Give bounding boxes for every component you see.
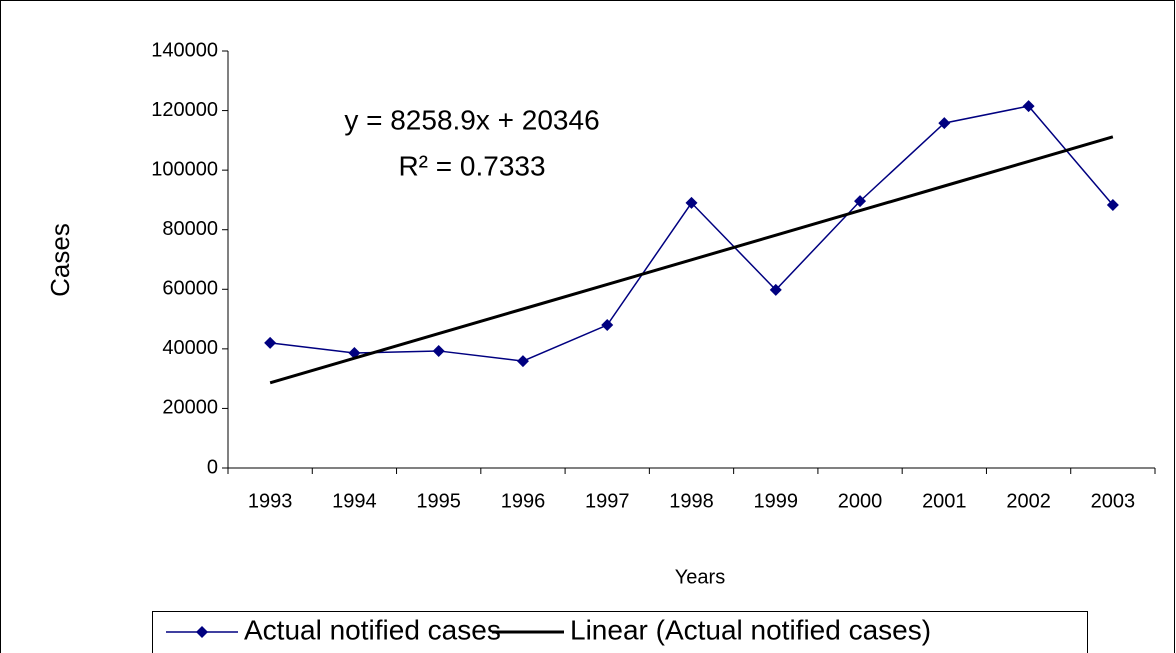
marker <box>769 283 782 296</box>
y-tick-label: 60000 <box>162 278 218 300</box>
x-tick-label: 1999 <box>754 490 799 512</box>
x-tick-label: 1998 <box>669 490 714 512</box>
r2-annotation: R² = 0.7333 <box>398 150 545 181</box>
y-tick-label: 100000 <box>151 158 218 180</box>
trend-line <box>269 135 1114 385</box>
legend-marker <box>196 626 208 638</box>
y-tick-label: 0 <box>207 456 218 478</box>
legend-label: Actual notified cases <box>244 614 501 645</box>
x-tick-label: 1993 <box>248 490 293 512</box>
marker <box>854 195 867 208</box>
equation-annotation: y = 8258.9x + 20346 <box>344 104 599 135</box>
y-tick-label: 20000 <box>162 397 218 419</box>
marker <box>685 196 698 209</box>
x-tick-label: 2003 <box>1091 490 1136 512</box>
y-tick-label: 80000 <box>162 218 218 240</box>
y-axis-label: Cases <box>45 223 75 297</box>
x-tick-label: 2000 <box>838 490 883 512</box>
y-tick-label: 40000 <box>162 337 218 359</box>
x-tick-label: 1995 <box>416 490 461 512</box>
marker <box>264 336 277 349</box>
marker <box>432 344 445 357</box>
y-tick-label: 140000 <box>151 39 218 61</box>
x-tick-label: 1996 <box>501 490 546 512</box>
legend-box <box>152 611 1088 653</box>
marker <box>516 355 529 368</box>
x-tick-label: 1997 <box>585 490 630 512</box>
y-tick-label: 120000 <box>151 99 218 121</box>
x-tick-label: 2002 <box>1006 490 1051 512</box>
marker <box>938 117 951 130</box>
x-tick-label: 1994 <box>332 490 377 512</box>
marker <box>1022 100 1035 113</box>
legend-label: Linear (Actual notified cases) <box>570 614 931 645</box>
x-tick-label: 2001 <box>922 490 967 512</box>
marker <box>601 319 614 332</box>
x-axis-label: Years <box>675 566 725 588</box>
marker <box>1106 198 1119 211</box>
